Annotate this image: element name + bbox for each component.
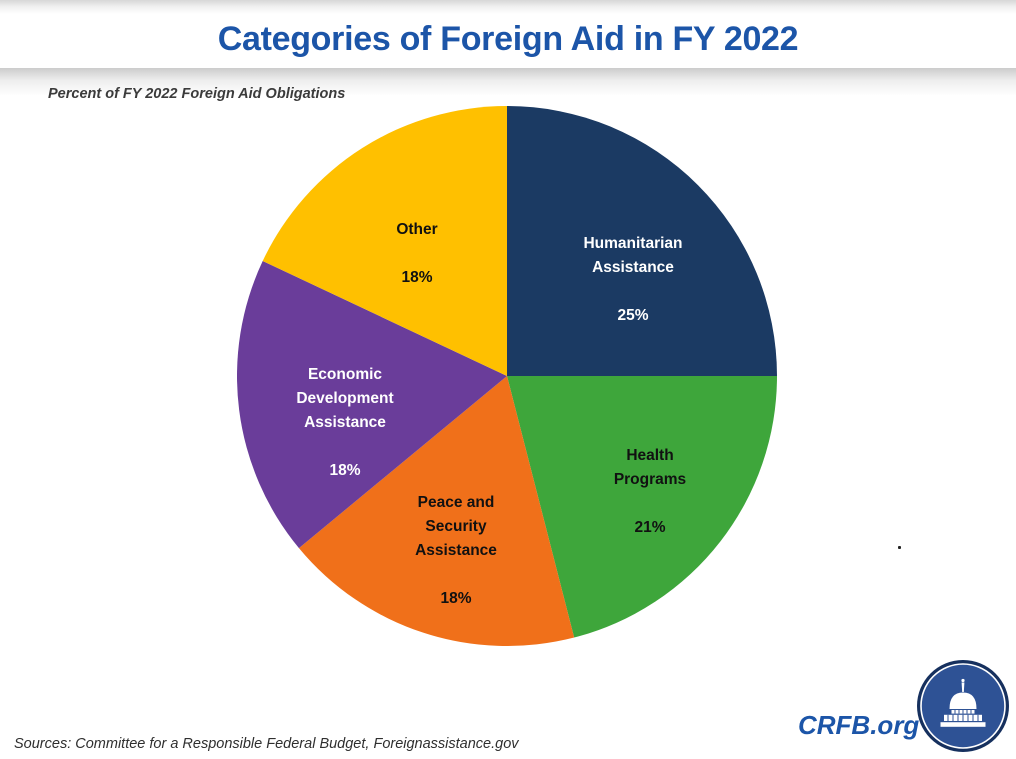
header-divider-shadow [0,68,1016,96]
pie-chart: Humanitarian Assistance 25% Health Progr… [227,96,787,656]
slice-name: Peace and Security Assistance [415,494,497,559]
slice-name: Economic Development Assistance [296,366,394,431]
slice-percent: 25% [617,307,649,324]
pie-svg [237,106,777,647]
slice-percent: 18% [440,590,472,607]
slice-percent: 18% [401,269,433,286]
sources-note: Sources: Committee for a Responsible Fed… [14,736,519,752]
pie-slice-4 [262,106,507,376]
slice-label-health-programs: Health Programs 21% [614,420,686,540]
chart-subtitle: Percent of FY 2022 Foreign Aid Obligatio… [48,86,346,102]
pie-slice-0 [507,106,777,376]
slice-label-humanitarian-assistance: Humanitarian Assistance 25% [583,208,682,328]
slice-name: Health Programs [613,447,687,488]
slice-label-peace-security-assistance: Peace and Security Assistance 18% [415,467,497,611]
slice-label-other: Other 18% [396,194,437,290]
slice-name: Humanitarian Assistance [583,235,683,276]
pie-slice-1 [507,376,777,638]
slice-name: Other [396,221,438,238]
top-gradient-band [0,0,1016,14]
stray-dot-artifact [898,546,901,549]
pie-slice-2 [298,376,575,647]
page-title: Categories of Foreign Aid in FY 2022 [217,20,799,58]
pie-slice-3 [237,261,507,549]
slice-percent: 18% [329,462,361,479]
slice-label-economic-development-assistance: Economic Development Assistance 18% [296,339,393,483]
crfb-capitol-logo-icon [917,660,1009,752]
crfb-org-wordmark: CRFB.org [798,710,920,740]
capitol-building-icon [940,678,986,727]
slice-percent: 21% [634,519,666,536]
